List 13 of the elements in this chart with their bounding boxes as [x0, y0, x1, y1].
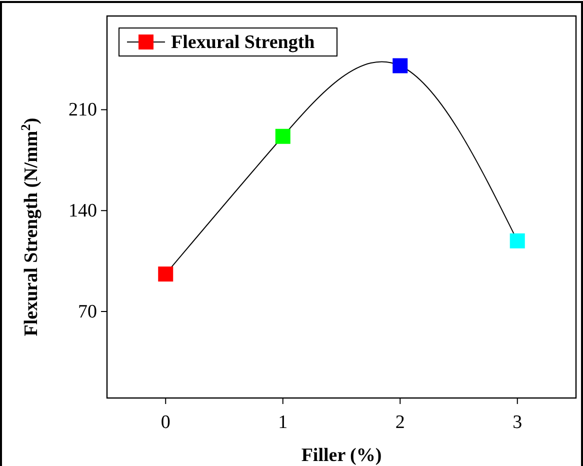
x-tick-label: 2: [395, 412, 405, 433]
x-tick-label: 0: [160, 412, 170, 433]
point: [392, 58, 408, 74]
x-axis-title: Filler (%): [301, 445, 382, 466]
point: [510, 233, 525, 248]
y-tick-label: 70: [78, 302, 97, 323]
x-tick-label: 3: [512, 412, 522, 433]
point: [158, 266, 174, 282]
x-tick-label: 1: [278, 412, 288, 433]
point: [275, 128, 290, 144]
legend-label: Flexural Strength: [171, 32, 316, 53]
y-tick-label: 140: [68, 200, 97, 222]
y-tick-label: 210: [68, 100, 97, 121]
